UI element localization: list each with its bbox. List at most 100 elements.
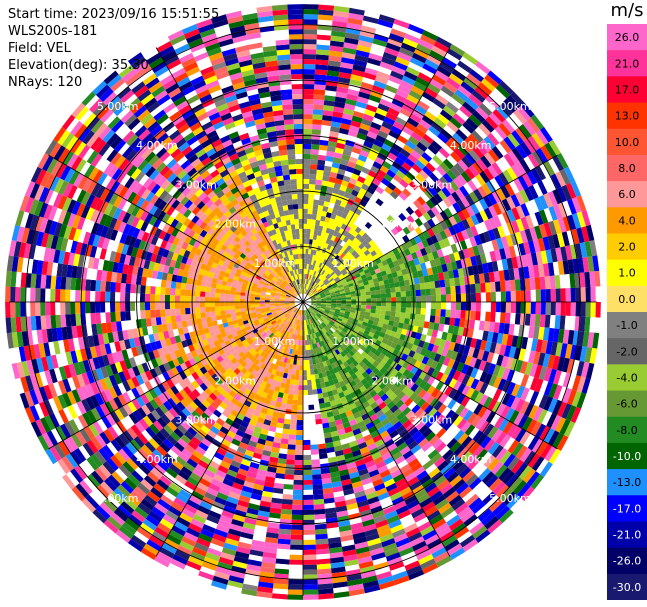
velocity-gate bbox=[354, 246, 362, 254]
velocity-gate bbox=[306, 233, 311, 240]
velocity-gate bbox=[342, 113, 353, 121]
velocity-gate bbox=[313, 291, 319, 295]
velocity-gate bbox=[419, 137, 431, 149]
velocity-gate bbox=[449, 317, 456, 326]
velocity-gate bbox=[292, 504, 303, 511]
velocity-gate bbox=[457, 60, 473, 74]
velocity-gate bbox=[373, 139, 384, 148]
velocity-gate bbox=[305, 284, 308, 290]
velocity-gate bbox=[333, 152, 343, 159]
velocity-gate bbox=[490, 291, 497, 302]
velocity-gate bbox=[482, 330, 489, 342]
velocity-gate bbox=[414, 104, 428, 115]
velocity-gate bbox=[335, 305, 342, 308]
velocity-gate bbox=[461, 218, 471, 230]
velocity-gate bbox=[294, 454, 303, 461]
velocity-gate bbox=[365, 157, 375, 166]
velocity-gate bbox=[386, 302, 392, 307]
velocity-gate bbox=[552, 328, 560, 343]
velocity-gate bbox=[409, 113, 422, 124]
velocity-gate bbox=[321, 124, 331, 132]
velocity-gate bbox=[490, 302, 497, 313]
velocity-gate bbox=[331, 208, 339, 215]
velocity-gate bbox=[341, 180, 349, 188]
velocity-gate bbox=[413, 319, 420, 327]
velocity-gate bbox=[329, 291, 336, 295]
velocity-gate bbox=[346, 134, 357, 143]
velocity-gate bbox=[340, 307, 346, 311]
velocity-gate bbox=[278, 528, 292, 535]
velocity-gate bbox=[303, 263, 306, 269]
velocity-gate bbox=[342, 175, 351, 183]
velocity-gate bbox=[356, 44, 372, 53]
velocity-gate bbox=[310, 275, 314, 281]
velocity-gate bbox=[336, 221, 344, 228]
velocity-gate bbox=[455, 188, 465, 200]
velocity-gate bbox=[303, 499, 314, 506]
velocity-gate bbox=[365, 236, 373, 243]
velocity-gate bbox=[411, 85, 425, 96]
velocity-gate bbox=[330, 293, 336, 297]
velocity-gate bbox=[452, 325, 460, 335]
velocity-gate bbox=[539, 209, 549, 224]
velocity-gate bbox=[416, 295, 422, 302]
velocity-gate bbox=[393, 186, 403, 196]
velocity-gate bbox=[581, 226, 590, 243]
velocity-gate bbox=[210, 311, 216, 317]
velocity-gate bbox=[425, 199, 435, 210]
velocity-gate bbox=[366, 302, 372, 306]
velocity-gate bbox=[296, 359, 300, 366]
velocity-gate bbox=[557, 202, 568, 218]
velocity-gate bbox=[321, 277, 327, 282]
velocity-gate bbox=[467, 266, 474, 276]
velocity-gate bbox=[429, 281, 436, 289]
velocity-gate bbox=[486, 331, 494, 343]
velocity-gate bbox=[296, 429, 303, 436]
velocity-gate bbox=[550, 248, 558, 263]
velocity-gate bbox=[412, 243, 421, 252]
velocity-gate bbox=[442, 237, 451, 248]
velocity-gate bbox=[505, 234, 514, 247]
velocity-gate bbox=[359, 311, 366, 316]
velocity-gate bbox=[393, 276, 400, 283]
velocity-gate bbox=[395, 291, 402, 298]
velocity-gate bbox=[394, 316, 400, 323]
velocity-gate bbox=[378, 66, 392, 76]
velocity-gate bbox=[458, 125, 472, 138]
velocity-gate bbox=[477, 329, 484, 341]
velocity-gate bbox=[368, 283, 375, 288]
velocity-gate bbox=[534, 225, 543, 240]
velocity-gate bbox=[451, 191, 461, 203]
velocity-gate bbox=[402, 226, 411, 235]
velocity-gate bbox=[430, 234, 439, 244]
velocity-gate bbox=[364, 259, 371, 266]
velocity-gate bbox=[412, 271, 419, 279]
velocity-gate bbox=[474, 200, 484, 213]
velocity-gate bbox=[316, 169, 324, 176]
velocity-gate bbox=[424, 260, 432, 269]
velocity-gate bbox=[391, 23, 408, 34]
velocity-gate bbox=[474, 126, 488, 140]
velocity-gate bbox=[478, 273, 486, 284]
velocity-gate bbox=[311, 134, 321, 140]
velocity-gate bbox=[430, 288, 436, 296]
velocity-gate bbox=[321, 298, 327, 301]
velocity-gate bbox=[327, 60, 342, 67]
velocity-gate bbox=[470, 255, 478, 267]
velocity-gate bbox=[580, 302, 586, 317]
velocity-gate bbox=[314, 69, 328, 76]
velocity-gate bbox=[303, 484, 313, 491]
velocity-gate bbox=[350, 74, 364, 82]
velocity-gate bbox=[461, 229, 470, 240]
velocity-gate bbox=[303, 375, 308, 381]
velocity-gate bbox=[303, 153, 311, 160]
velocity-gate bbox=[360, 295, 367, 299]
velocity-gate bbox=[320, 231, 326, 238]
velocity-gate bbox=[429, 259, 437, 268]
velocity-gate bbox=[552, 233, 561, 249]
velocity-gate bbox=[331, 298, 337, 301]
velocity-gate bbox=[457, 268, 465, 278]
velocity-gate bbox=[477, 263, 484, 275]
velocity-gate bbox=[368, 239, 376, 247]
velocity-gate bbox=[308, 279, 312, 285]
